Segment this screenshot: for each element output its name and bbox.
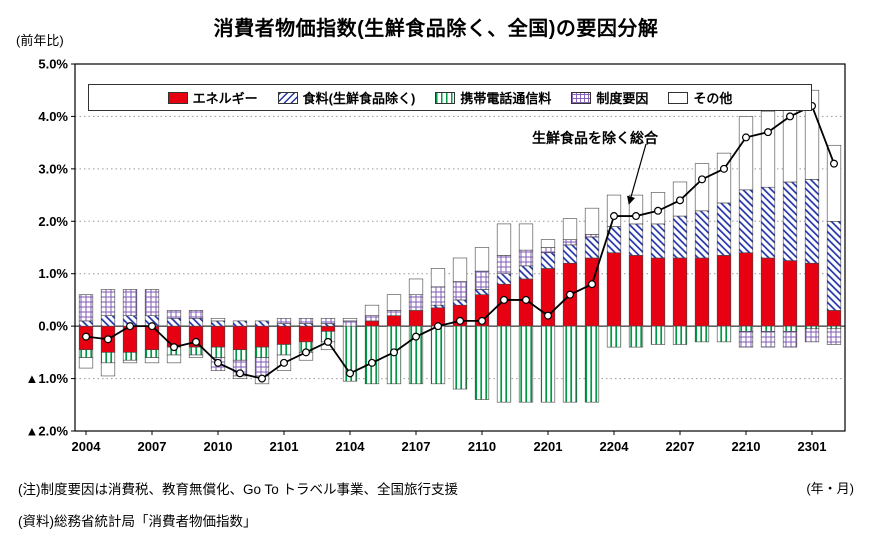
legend-item-mobile: 携帯電話通信料	[435, 88, 551, 107]
legend-swatch-icon	[167, 91, 188, 104]
svg-text:2201: 2201	[534, 439, 563, 454]
legend-swatch-icon	[277, 91, 298, 104]
legend-item-institutional: 制度要因	[571, 88, 648, 107]
chart-area: 5.0% 4.0% 3.0% 2.0% 1.0% 0.0% ▲1.0% ▲2.0% 2004 20…	[0, 46, 872, 460]
svg-text:2301: 2301	[798, 439, 827, 454]
svg-text:2210: 2210	[732, 439, 761, 454]
svg-text:3.0%: 3.0%	[38, 161, 68, 176]
legend-swatch-icon	[668, 91, 689, 104]
svg-text:1.0%: 1.0%	[38, 266, 68, 281]
legend-label: 食料(生鮮食品除く)	[302, 91, 416, 106]
svg-text:2207: 2207	[666, 439, 695, 454]
legend-label: 携帯電話通信料	[460, 91, 552, 106]
svg-text:5.0%: 5.0%	[38, 57, 68, 72]
legend-label: その他	[693, 91, 733, 106]
svg-text:2007: 2007	[138, 439, 167, 454]
svg-text:2101: 2101	[270, 439, 299, 454]
svg-text:4.0%: 4.0%	[38, 109, 68, 124]
legend-item-food: 食料(生鮮食品除く)	[277, 88, 416, 107]
svg-text:2004: 2004	[72, 439, 102, 454]
svg-text:2204: 2204	[600, 439, 630, 454]
line-annotation-label: 生鮮食品を除く総合	[532, 130, 658, 146]
legend-swatch-icon	[571, 91, 592, 104]
legend-item-other: その他	[668, 88, 732, 107]
footnote-institutional: (注)制度要因は消費税、教育無償化、Go To トラベル事業、全国旅行支援	[18, 482, 459, 497]
chart-title: 消費者物価指数(生鮮食品除く、全国)の要因分解	[213, 18, 659, 40]
footnote-source: (資料)総務省統計局「消費者物価指数」	[18, 514, 257, 529]
legend-label: 制度要因	[596, 91, 649, 106]
legend-label: エネルギー	[192, 91, 258, 106]
y-axis-unit-label: (前年比)	[16, 33, 64, 48]
svg-text:2010: 2010	[204, 439, 233, 454]
legend-item-energy: エネルギー	[167, 88, 258, 107]
svg-text:▲2.0%: ▲2.0%	[26, 424, 69, 439]
svg-text:0.0%: 0.0%	[38, 319, 68, 334]
x-axis-unit-label: (年・月)	[806, 481, 854, 496]
svg-text:2104: 2104	[336, 439, 366, 454]
svg-text:2110: 2110	[468, 439, 496, 454]
svg-text:2107: 2107	[402, 439, 431, 454]
legend-swatch-icon	[435, 91, 456, 104]
svg-text:2.0%: 2.0%	[38, 214, 68, 229]
svg-text:▲1.0%: ▲1.0%	[26, 371, 69, 386]
chart-legend: エネルギー 食料(生鮮食品除く) 携帯電話通信料 制度要因 その他	[88, 84, 812, 111]
cpi-stacked-bar-line-chart: 5.0% 4.0% 3.0% 2.0% 1.0% 0.0% ▲1.0% ▲2.0%2004 20…	[26, 57, 846, 454]
